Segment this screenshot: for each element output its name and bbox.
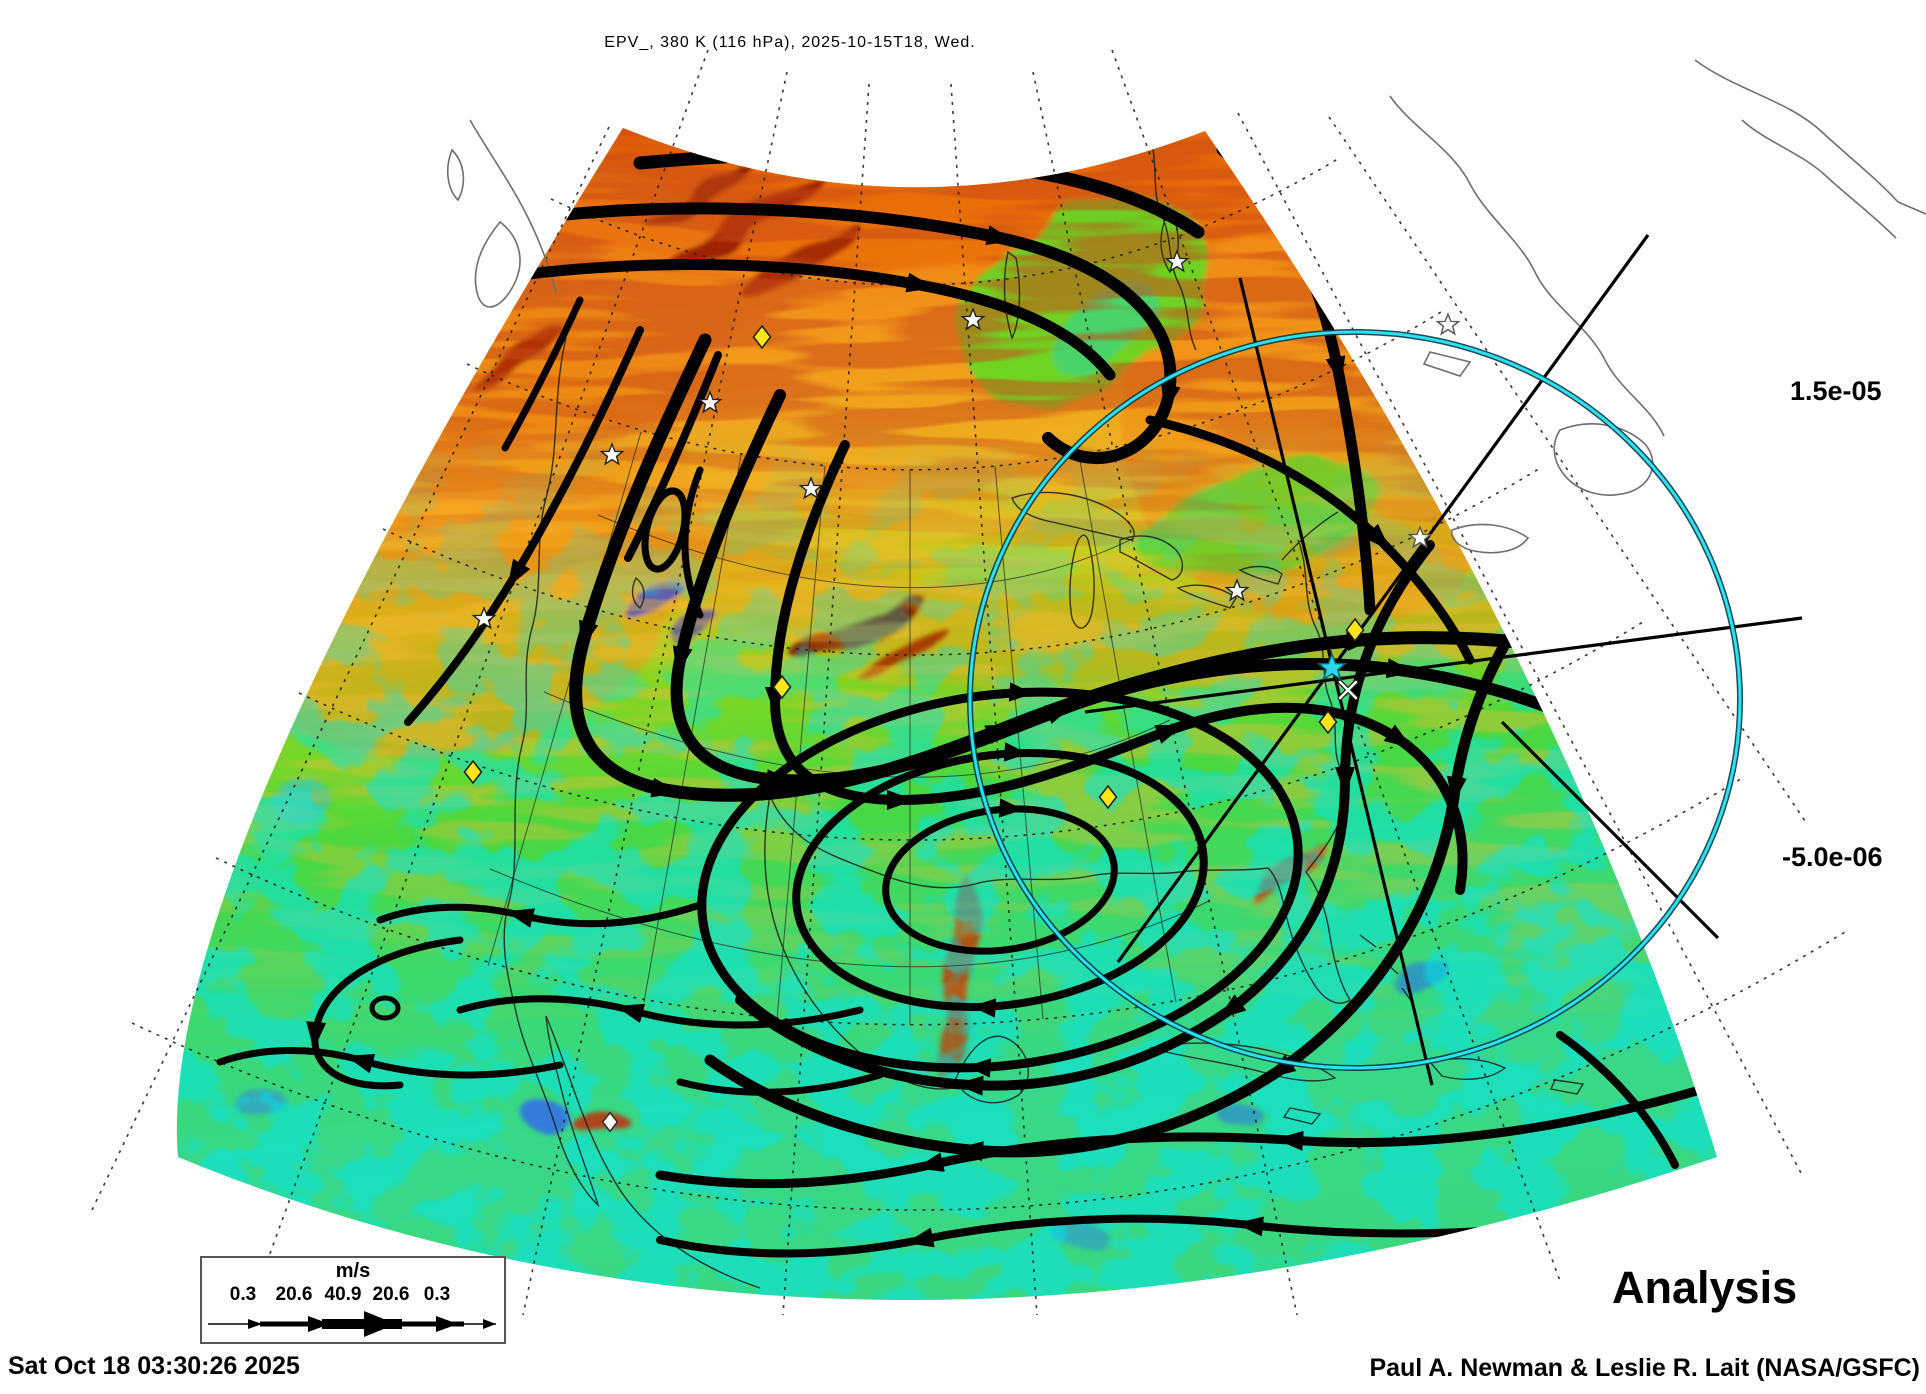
- colorbar-min-label: -5.0e-06: [1782, 842, 1883, 872]
- credit-text: Paul A. Newman & Leslie R. Lait (NASA/GS…: [1369, 1354, 1920, 1382]
- wind-arrow-scale-icon: [208, 1311, 496, 1337]
- overlay-line-diagonal: [1116, 234, 1650, 963]
- overlay-lines: [1084, 234, 1803, 1086]
- margin-coastlines: [446, 59, 1926, 554]
- overlay-line-short: [1500, 720, 1720, 940]
- wind-legend-unit: m/s: [335, 1260, 371, 1282]
- overlay-line-horizontal: [1084, 616, 1803, 714]
- wind-legend-value: 0.3: [423, 1284, 451, 1305]
- white-x-marker: [1337, 679, 1359, 701]
- station-markers: [463, 250, 1460, 1133]
- wind-speed-legend: m/s 0.3 20.6 40.9 20.6 0.3: [200, 1256, 506, 1344]
- wind-legend-value: 0.3: [229, 1284, 257, 1305]
- white-star-marker: [1436, 313, 1460, 335]
- overlay-line-steep: [1238, 277, 1434, 1086]
- page-title: EPV_, 380 K (116 hPa), 2025-10-15T18, We…: [604, 34, 976, 51]
- colorbar-max-label: 1.5e-05: [1790, 376, 1882, 406]
- wind-legend-value: 40.9: [324, 1284, 362, 1305]
- wind-legend-value: 20.6: [372, 1284, 410, 1305]
- wind-legend-value: 20.6: [275, 1284, 313, 1305]
- generated-timestamp: Sat Oct 18 03:30:26 2025: [8, 1352, 300, 1380]
- mode-label: Analysis: [1612, 1262, 1798, 1313]
- epv-field: [176, 128, 1717, 1300]
- range-circle: [967, 329, 1743, 1071]
